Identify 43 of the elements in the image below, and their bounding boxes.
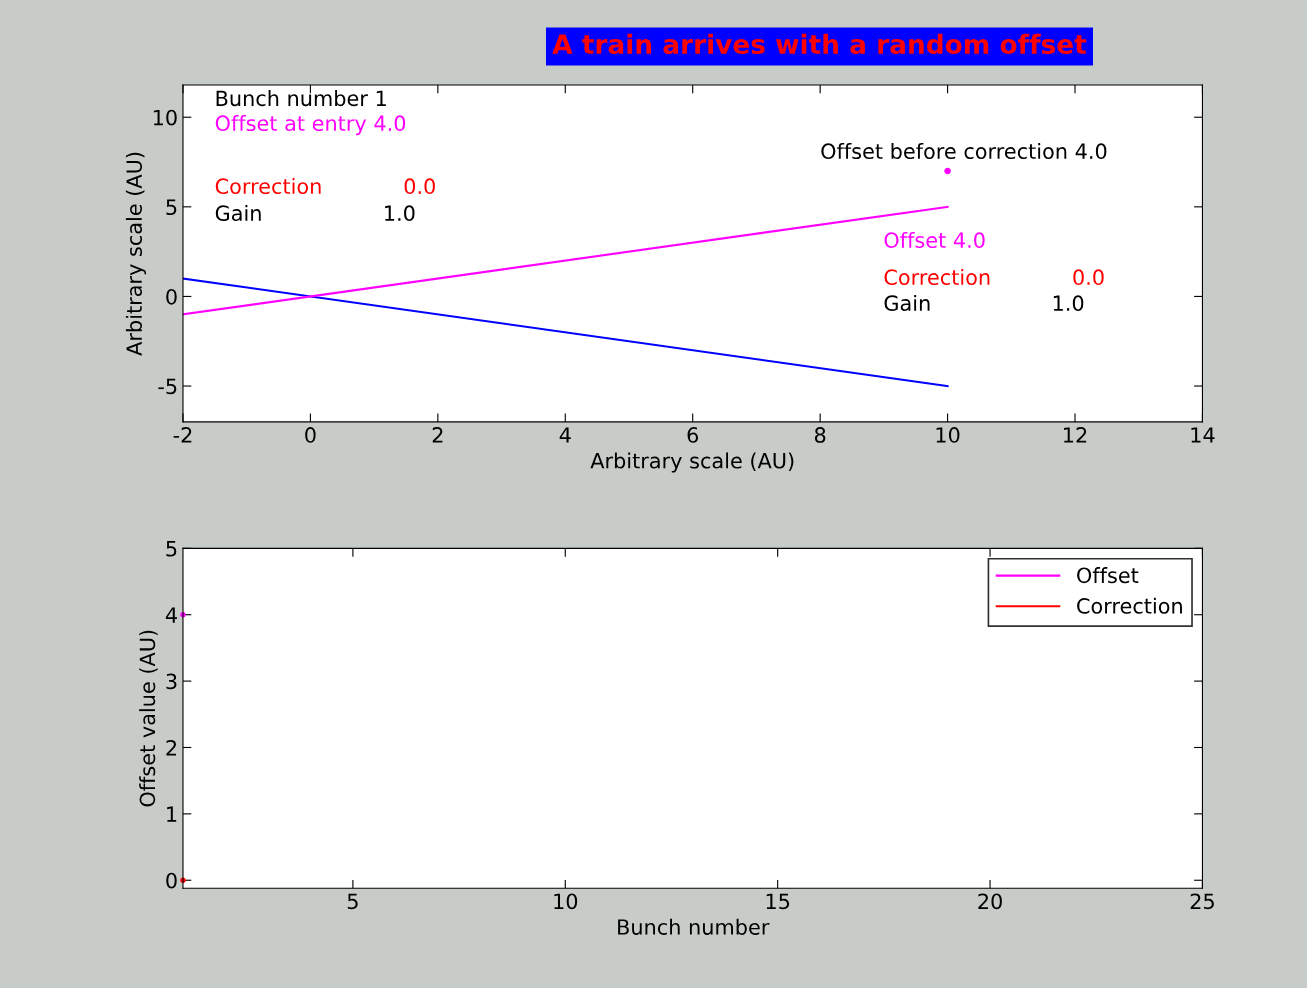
y-tick-label: 0: [166, 872, 177, 889]
x-tick-label: 4: [559, 427, 571, 443]
x-tick-label: 10: [936, 427, 960, 443]
annotation: Correction: [884, 268, 990, 286]
x-tick-label: 8: [814, 427, 826, 443]
legend-label: Offset: [1077, 567, 1139, 584]
y-tick-label: 1: [167, 806, 177, 822]
x-tick-label: 0: [305, 427, 316, 443]
annotation: 1.0: [1053, 295, 1084, 312]
x-axis-title: Bunch number: [618, 918, 770, 935]
y-tick-label: 5: [166, 541, 177, 557]
y-tick-label: -5: [158, 378, 177, 395]
x-tick-label: 14: [1191, 427, 1215, 443]
annotation: 0.0: [404, 178, 435, 195]
y-tick-label: 0: [166, 288, 177, 305]
annotation: 1.0: [385, 205, 415, 222]
x-tick-label: 15: [766, 893, 790, 910]
x-tick-label: 25: [1190, 893, 1214, 910]
annotation: Offset 4.0: [884, 231, 985, 249]
y-tick-label: 3: [166, 673, 177, 690]
annotation: Bunch number 1: [216, 90, 386, 107]
x-tick-label: 10: [554, 893, 578, 910]
legend-label: Correction: [1077, 597, 1182, 614]
y-tick-label: 10: [153, 109, 177, 126]
annotation: Gain: [884, 294, 930, 312]
y-tick-label: 5: [166, 199, 177, 216]
y-axis-title: Arbitrary scale (AU): [125, 152, 147, 356]
y-tick-label: 4: [165, 607, 177, 623]
annotation: Offset before correction 4.0: [821, 142, 1107, 160]
x-axis-title: Arbitrary scale (AU): [590, 452, 794, 473]
x-tick-label: 20: [978, 893, 1002, 910]
chart-title: A train arrives with a random offset: [552, 33, 1087, 55]
y-tick-label: 2: [166, 739, 177, 756]
x-tick-label: 12: [1064, 427, 1087, 443]
annotation: 0.0: [1073, 269, 1104, 286]
x-tick-label: -2: [173, 427, 192, 443]
annotation: Gain: [215, 204, 261, 222]
y-axis-title: Offset value (AU): [139, 630, 158, 807]
x-tick-label: 5: [347, 893, 358, 910]
annotation: Correction: [215, 177, 321, 195]
x-tick-label: 2: [432, 427, 443, 443]
annotation: Offset at entry 4.0: [215, 114, 406, 136]
x-tick-label: 6: [687, 427, 699, 443]
